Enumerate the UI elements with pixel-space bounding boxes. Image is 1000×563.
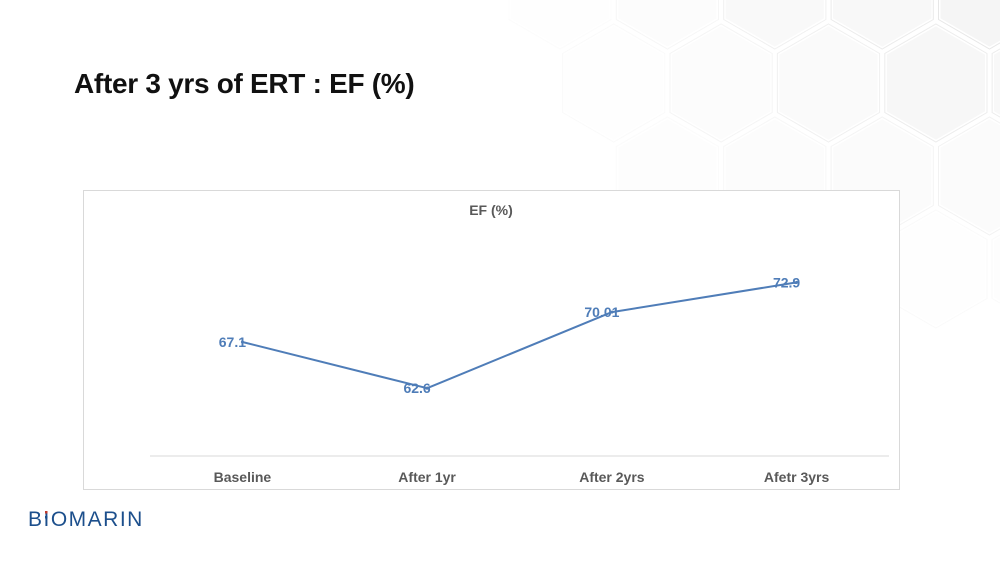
chart-frame: [83, 190, 900, 490]
series-line: [242, 281, 797, 390]
data-point: [610, 310, 614, 314]
data-label: 72.9: [773, 274, 800, 290]
data-point: [240, 340, 244, 344]
biomarin-logo: BIOMARIN: [28, 507, 163, 537]
data-label: 67.1: [219, 334, 246, 350]
logo-text: BIOMARIN: [28, 508, 144, 531]
x-tick-label: After 2yrs: [579, 469, 645, 485]
x-tick-label: Afetr 3yrs: [764, 469, 830, 485]
slide-title: After 3 yrs of ERT : EF (%): [74, 68, 415, 99]
logo-dot-blue: [45, 516, 48, 519]
x-tick-label: Baseline: [214, 469, 272, 485]
x-tick-label: After 1yr: [398, 469, 456, 485]
data-label: 70.01: [584, 304, 619, 320]
data-label: 62.6: [403, 380, 430, 396]
logo-dot-red: [45, 511, 48, 514]
data-point: [795, 280, 799, 284]
chart-title: EF (%): [469, 202, 513, 218]
data-point: [425, 386, 429, 390]
logo-wordmark: BIOMARIN: [28, 508, 144, 531]
